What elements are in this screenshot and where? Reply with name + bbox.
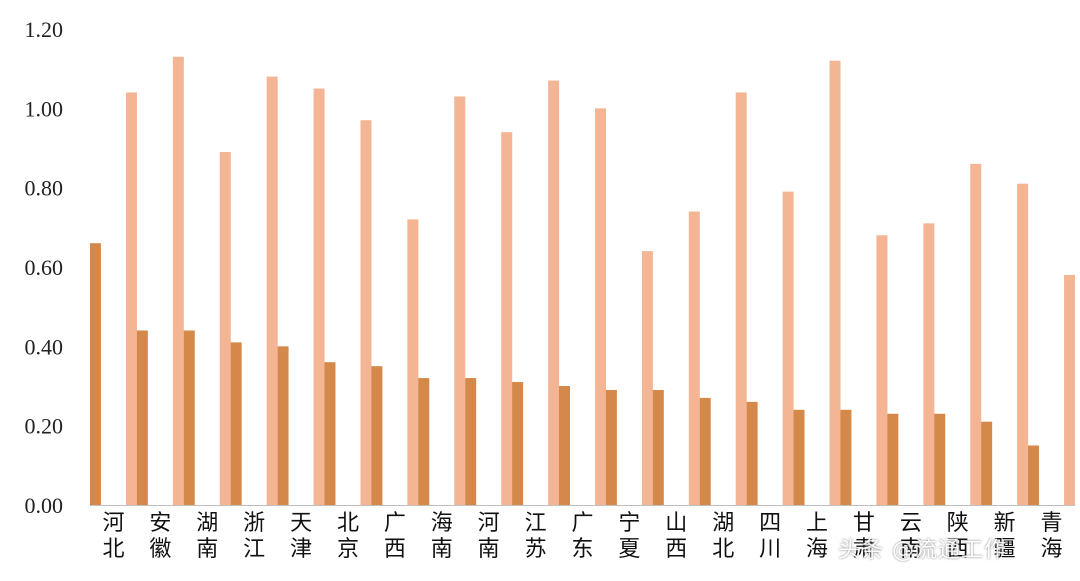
- bar-series-2: [125, 92, 137, 505]
- bar-series-2: [219, 151, 231, 505]
- bar-series-1: [512, 382, 524, 505]
- bar-series-2: [454, 96, 466, 505]
- bar-series-2: [1064, 274, 1076, 505]
- x-tick-label: 青海: [1041, 511, 1063, 562]
- bar-series-1: [183, 330, 195, 505]
- bar-series-1: [324, 362, 336, 505]
- bar-series-1: [887, 413, 899, 505]
- bar-series-1: [981, 421, 993, 505]
- y-tick-label: 0.20: [25, 414, 64, 439]
- bar-series-1: [1028, 445, 1040, 505]
- bar-series-2: [970, 163, 982, 505]
- bar-series-1: [605, 389, 617, 505]
- bar-series-2: [829, 60, 841, 505]
- bar-series-1: [465, 378, 477, 505]
- y-tick-label: 0.60: [25, 255, 64, 280]
- bar-series-1: [840, 409, 852, 505]
- bar-series-2: [1017, 183, 1029, 505]
- x-tick-label: 云南: [900, 511, 922, 562]
- bar-series-2: [782, 191, 794, 505]
- x-axis-labels: 河北安徽湖南浙江天津北京广西海南河南江苏广东宁夏山西湖北四川上海甘肃云南陕西新疆…: [102, 511, 1062, 562]
- bar-series-1: [699, 397, 711, 505]
- bar-series-1: [136, 330, 148, 505]
- y-tick-label: 1.00: [25, 96, 64, 121]
- bar-series-1: [371, 366, 383, 505]
- bar-series-1: [89, 243, 101, 505]
- x-tick-label: 河北: [102, 511, 124, 562]
- bar-series-1: [230, 342, 242, 505]
- bar-series-1: [746, 401, 758, 505]
- x-tick-label: 安徽: [149, 511, 171, 562]
- x-tick-label: 河南: [478, 511, 500, 562]
- watermark: 头条 @流通工作: [838, 538, 1007, 563]
- x-tick-label: 上海: [806, 511, 828, 562]
- x-tick-label: 江苏: [525, 511, 547, 562]
- x-tick-label: 宁夏: [618, 511, 640, 562]
- bar-series-2: [688, 211, 700, 505]
- x-tick-label: 山西: [665, 511, 687, 562]
- x-tick-label: 陕西: [947, 511, 969, 562]
- x-tick-label: 天津: [290, 511, 312, 562]
- bar-series-1: [418, 378, 430, 505]
- y-tick-label: 0.40: [25, 334, 64, 359]
- bar-series-2: [266, 76, 278, 505]
- bar-series-2: [501, 132, 513, 505]
- bar-series-2: [313, 88, 325, 505]
- x-tick-label: 新疆: [994, 511, 1016, 562]
- y-axis-ticks: 0.00 0.20 0.40 0.60 0.80 1.00 1.20: [25, 17, 64, 518]
- bar-series-2: [360, 120, 372, 505]
- bar-series-1: [934, 413, 946, 505]
- y-tick-label: 0.80: [25, 176, 64, 201]
- bar-series-2: [172, 56, 184, 506]
- x-tick-label: 浙江: [243, 511, 265, 562]
- x-tick-label: 广西: [384, 511, 406, 562]
- x-tick-label: 四川: [759, 511, 781, 562]
- bar-series-2: [407, 219, 419, 505]
- x-tick-label: 广东: [571, 511, 593, 562]
- y-tick-label: 0.00: [25, 493, 64, 518]
- bar-series-2: [735, 92, 747, 505]
- x-tick-label: 湖南: [196, 511, 218, 562]
- bar-series-2: [923, 223, 935, 505]
- x-tick-label: 湖北: [712, 511, 734, 562]
- bar-series-1: [277, 346, 289, 505]
- bar-series-2: [595, 108, 606, 505]
- x-tick-label: 北京: [337, 511, 359, 562]
- bar-series-1: [652, 389, 664, 505]
- bar-series-2: [548, 80, 560, 506]
- y-tick-label: 1.20: [25, 17, 64, 42]
- bar-series-2: [876, 235, 888, 505]
- bars: [89, 56, 1076, 506]
- x-tick-label: 甘肃: [853, 511, 875, 562]
- bar-series-1: [559, 386, 570, 505]
- bar-series-1: [793, 409, 805, 505]
- bar-series-2: [641, 251, 653, 505]
- x-tick-label: 海南: [431, 511, 453, 562]
